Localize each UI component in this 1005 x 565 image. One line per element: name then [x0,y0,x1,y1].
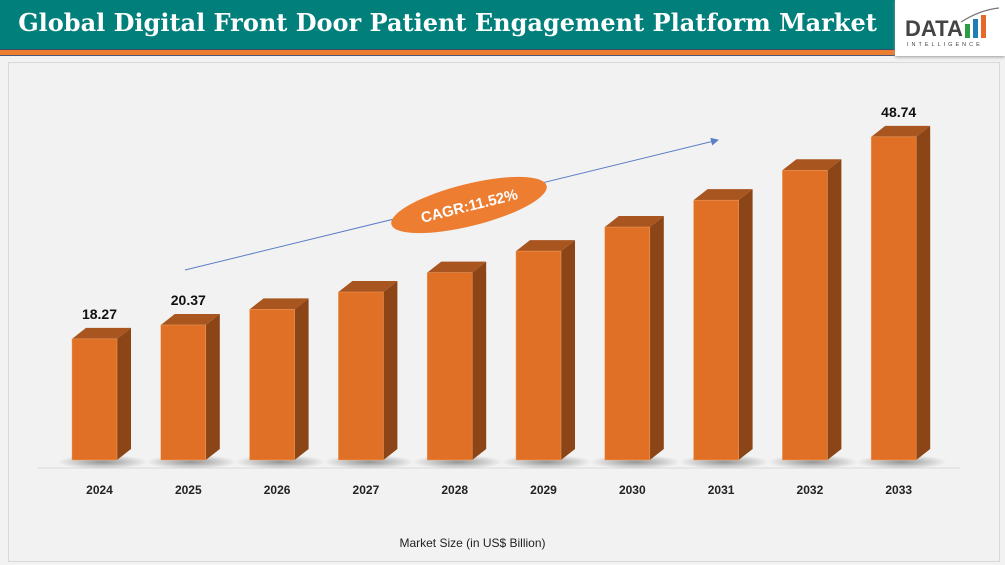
x-tick-label: 2027 [353,483,380,497]
bar-2025 [160,324,207,461]
bar-side-2028 [472,261,487,460]
x-tick-label: 2032 [797,483,824,497]
bar-2029 [515,250,562,461]
data-label: 20.37 [171,292,206,308]
logo: DATA INTELLIGENCE [895,0,1005,56]
bar-2033 [870,136,917,461]
bar-top-2028 [427,261,487,273]
x-tick-label: 2031 [708,483,735,497]
data-intelligence-logo: DATA INTELLIGENCE [905,7,1000,48]
bar-side-2032 [827,159,842,461]
x-tick-label: 2026 [264,483,291,497]
bar-top-2030 [604,216,664,228]
svg-text:DATA: DATA [905,16,963,41]
x-tick-label: 2029 [530,483,557,497]
bar-side-2025 [205,313,220,460]
bar-top-2025 [160,313,220,325]
bar-2028 [426,272,473,461]
bar-2030 [604,226,651,461]
bar-top-2031 [693,189,753,201]
data-label: 18.27 [82,306,117,322]
bar-top-2032 [782,159,842,171]
bar-top-2029 [516,240,575,252]
title-underline [0,50,895,56]
bar-top-2026 [249,298,309,310]
bar-side-2029 [561,240,575,460]
bar-side-2033 [916,125,931,461]
bar-2026 [249,309,295,461]
x-axis-title: Market Size (in US$ Billion) [399,536,546,550]
x-tick-label: 2033 [885,483,912,497]
chart-panel [8,62,1000,562]
page-title: Global Digital Front Door Patient Engage… [18,8,877,37]
bar-2027 [338,291,384,461]
x-tick-label: 2030 [619,483,646,497]
bar-side-2026 [294,298,309,460]
bar-2024 [71,338,118,461]
bar-2032 [782,170,828,461]
bar-top-2027 [338,280,398,292]
bar-side-2031 [738,189,753,461]
x-tick-label: 2028 [441,483,468,497]
bar-side-2030 [649,216,664,460]
cagr-badge: CAGR:11.52% [391,176,547,234]
bar-top-2024 [72,327,131,339]
bar-side-2024 [117,327,131,460]
bar-top-2033 [871,125,931,137]
bar-2031 [693,199,739,461]
data-label: 48.74 [881,104,916,120]
x-tick-label: 2024 [86,483,113,497]
x-tick-label: 2025 [175,483,202,497]
svg-text:INTELLIGENCE: INTELLIGENCE [907,42,983,48]
title-bar [0,0,895,50]
bar-side-2027 [383,280,398,460]
